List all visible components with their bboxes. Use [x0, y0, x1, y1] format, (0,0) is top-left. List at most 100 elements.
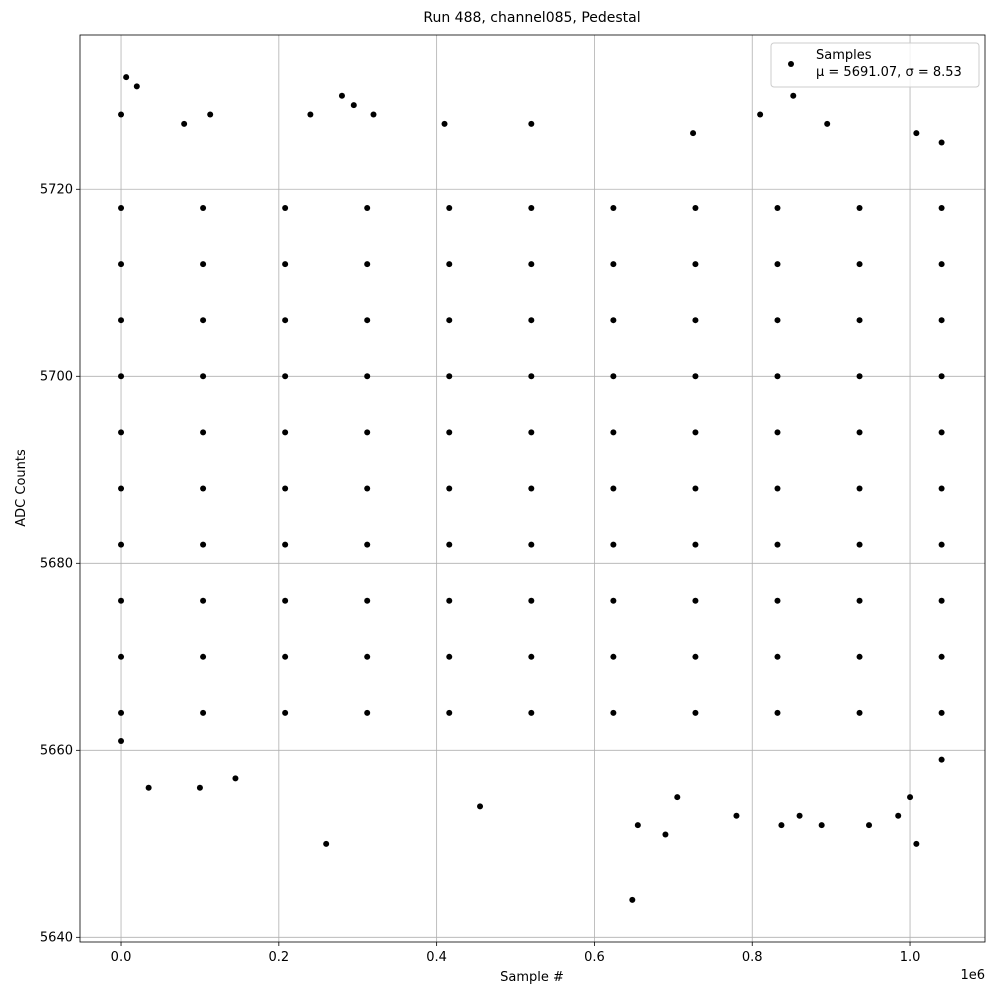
x-tick-label: 0.4	[426, 950, 447, 965]
point	[610, 597, 617, 604]
point	[938, 653, 945, 660]
point	[200, 709, 207, 716]
point	[610, 373, 617, 380]
point	[818, 822, 825, 829]
point	[133, 83, 140, 90]
x-tick-label: 0.8	[742, 950, 763, 965]
point	[938, 373, 945, 380]
point	[200, 597, 207, 604]
point	[692, 204, 699, 211]
point	[446, 317, 453, 324]
point	[200, 653, 207, 660]
point	[446, 709, 453, 716]
point	[364, 541, 371, 548]
point	[774, 709, 781, 716]
point	[692, 653, 699, 660]
point	[774, 317, 781, 324]
point	[692, 317, 699, 324]
point	[118, 541, 125, 548]
point	[528, 541, 535, 548]
point	[200, 429, 207, 436]
point	[774, 597, 781, 604]
point	[692, 485, 699, 492]
point	[692, 709, 699, 716]
point	[364, 373, 371, 380]
point	[232, 775, 239, 782]
point	[610, 261, 617, 268]
point	[364, 261, 371, 268]
point	[364, 597, 371, 604]
point	[774, 204, 781, 211]
legend-label: Samples	[816, 48, 872, 63]
point	[610, 317, 617, 324]
point	[282, 204, 289, 211]
y-tick-label: 5680	[40, 556, 73, 571]
point	[796, 812, 803, 819]
point	[528, 709, 535, 716]
point	[323, 840, 330, 847]
point	[674, 794, 681, 801]
legend: Samples μ = 5691.07, σ = 8.53	[770, 42, 980, 88]
point	[446, 204, 453, 211]
point	[733, 812, 740, 819]
grid	[80, 35, 985, 942]
point	[856, 204, 863, 211]
legend-marker	[788, 61, 794, 67]
point	[856, 373, 863, 380]
point	[446, 261, 453, 268]
point	[207, 111, 214, 118]
point	[790, 92, 797, 99]
point	[610, 204, 617, 211]
legend-subtitle: μ = 5691.07, σ = 8.53	[816, 65, 962, 80]
point	[118, 653, 125, 660]
point	[282, 653, 289, 660]
point	[200, 317, 207, 324]
point	[118, 737, 125, 744]
point	[856, 541, 863, 548]
point	[181, 120, 188, 127]
point	[692, 429, 699, 436]
point	[370, 111, 377, 118]
point	[338, 92, 345, 99]
point	[282, 709, 289, 716]
point	[856, 653, 863, 660]
point	[282, 541, 289, 548]
point	[364, 653, 371, 660]
x-tick-label: 1.0	[900, 950, 921, 965]
point	[938, 317, 945, 324]
point	[610, 653, 617, 660]
point	[446, 429, 453, 436]
point	[938, 429, 945, 436]
point	[774, 541, 781, 548]
chart-title: Run 488, channel085, Pedestal	[423, 10, 640, 26]
point	[123, 74, 130, 81]
plot-frame	[79, 34, 986, 943]
y-tick-label: 5660	[40, 743, 73, 758]
legend-box	[770, 42, 980, 88]
x-tick-label: 0.0	[111, 950, 132, 965]
point	[907, 794, 914, 801]
point	[610, 485, 617, 492]
point	[757, 111, 764, 118]
point	[364, 709, 371, 716]
point	[774, 485, 781, 492]
point	[938, 485, 945, 492]
point	[913, 130, 920, 137]
y-tick-label: 5720	[40, 182, 73, 197]
point	[118, 111, 125, 118]
point	[200, 373, 207, 380]
point	[282, 373, 289, 380]
point	[528, 373, 535, 380]
point	[662, 831, 669, 838]
point	[200, 204, 207, 211]
point	[938, 139, 945, 146]
point	[145, 784, 152, 791]
point	[856, 261, 863, 268]
point	[118, 317, 125, 324]
point	[282, 317, 289, 324]
point	[200, 261, 207, 268]
point	[610, 541, 617, 548]
point	[118, 485, 125, 492]
point	[446, 597, 453, 604]
